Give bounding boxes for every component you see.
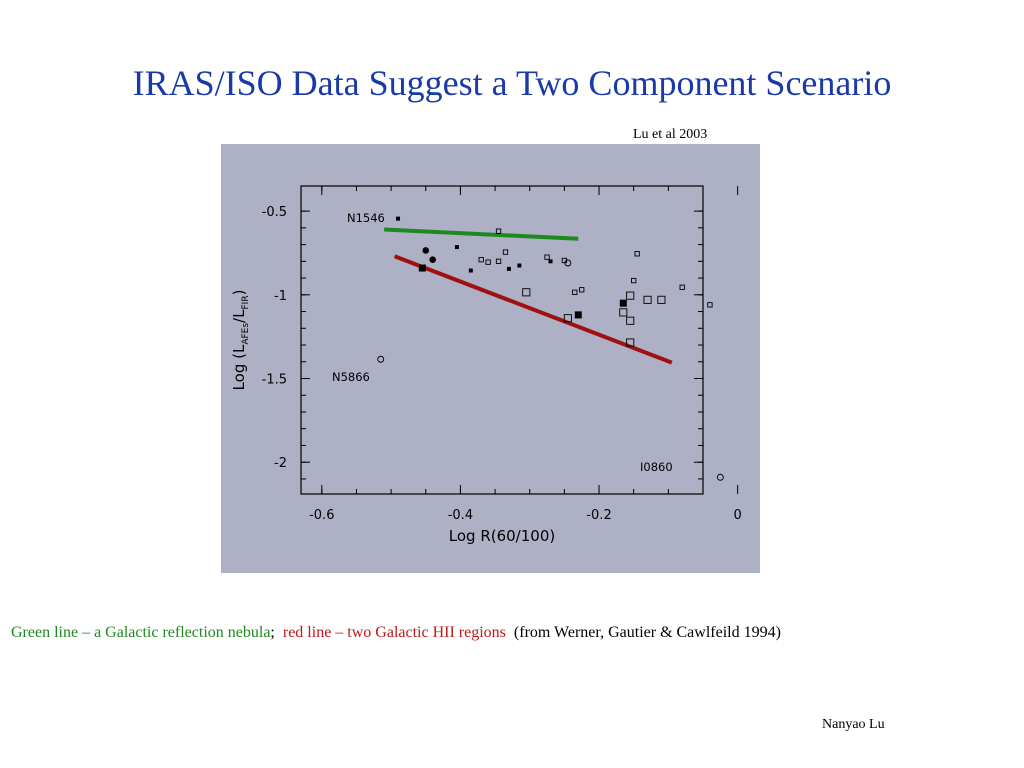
caption-green-line: Green line – a Galactic reflection nebul… bbox=[11, 624, 271, 641]
data-point bbox=[657, 295, 666, 304]
caption-source: (from Werner, Gautier & Cawlfeild 1994) bbox=[513, 624, 781, 641]
annotation-n1546: N1546 bbox=[347, 211, 385, 225]
data-point bbox=[506, 266, 511, 271]
author-name: Nanyao Lu bbox=[822, 717, 885, 732]
data-point bbox=[643, 295, 652, 304]
data-point bbox=[619, 299, 627, 307]
data-point bbox=[485, 259, 491, 265]
data-point bbox=[634, 251, 640, 257]
data-point bbox=[707, 302, 713, 308]
data-point bbox=[502, 249, 509, 255]
data-point bbox=[626, 291, 635, 300]
chart-panel: -0.6 -0.4 -0.2 0 -0.5 -1 -1.5 -2 N1546 N5866 I… bbox=[221, 144, 760, 573]
data-point bbox=[495, 228, 502, 234]
caption-separator: ; bbox=[270, 624, 275, 641]
x-tick-labels: -0.6 -0.4 -0.2 0 bbox=[309, 508, 742, 523]
x-tick-label: 0 bbox=[734, 508, 742, 523]
data-point bbox=[429, 256, 436, 263]
data-points bbox=[377, 216, 724, 481]
plot-frame bbox=[300, 185, 704, 495]
data-point bbox=[679, 284, 685, 290]
x-tick-label: -0.4 bbox=[448, 508, 473, 523]
data-point bbox=[377, 355, 385, 363]
red-fit-line bbox=[393, 254, 673, 365]
green-fit-line bbox=[384, 227, 579, 241]
data-point bbox=[517, 263, 522, 268]
data-point bbox=[574, 311, 582, 319]
data-point bbox=[544, 254, 550, 260]
data-point bbox=[626, 338, 635, 347]
data-point bbox=[563, 314, 572, 323]
data-point bbox=[468, 268, 473, 273]
data-point bbox=[418, 264, 426, 272]
data-point bbox=[454, 245, 459, 250]
data-point bbox=[478, 257, 484, 263]
x-tick-label: -0.6 bbox=[309, 508, 334, 523]
data-point bbox=[579, 287, 585, 293]
data-point bbox=[631, 277, 637, 284]
data-point bbox=[716, 473, 724, 481]
annotation-n5866: N5866 bbox=[332, 370, 370, 384]
data-point bbox=[495, 258, 502, 264]
scatter-chart: -0.6 -0.4 -0.2 0 -0.5 -1 -1.5 -2 N1546 N5866 I… bbox=[230, 185, 742, 545]
y-tick-label: -0.5 bbox=[262, 205, 287, 220]
data-point bbox=[626, 316, 635, 325]
slide-title: IRAS/ISO Data Suggest a Two Component Sc… bbox=[132, 63, 892, 103]
data-point bbox=[572, 289, 578, 295]
y-tick-label: -1.5 bbox=[262, 373, 287, 388]
x-tick-label: -0.2 bbox=[586, 508, 611, 523]
figure-caption: Green line – a Galactic reflection nebul… bbox=[11, 624, 781, 642]
citation: Lu et al 2003 bbox=[633, 127, 708, 142]
annotation-i0860: I0860 bbox=[640, 460, 673, 474]
y-tick-label: -1 bbox=[274, 289, 287, 304]
y-tick-labels: -0.5 -1 -1.5 -2 bbox=[262, 205, 287, 471]
data-point bbox=[522, 288, 531, 297]
y-axis-label: Log (LAFEs/LFIR) bbox=[230, 290, 251, 391]
data-point bbox=[564, 259, 572, 267]
caption-red-line: red line – two Galactic HII regions bbox=[282, 624, 506, 641]
data-point bbox=[619, 308, 628, 317]
data-point bbox=[422, 247, 430, 254]
y-tick-label: -2 bbox=[274, 456, 287, 471]
fit-lines bbox=[384, 227, 673, 365]
data-point bbox=[548, 259, 553, 264]
axis-ticks bbox=[301, 186, 739, 494]
data-point bbox=[396, 216, 401, 221]
x-axis-label: Log R(60/100) bbox=[449, 527, 555, 545]
